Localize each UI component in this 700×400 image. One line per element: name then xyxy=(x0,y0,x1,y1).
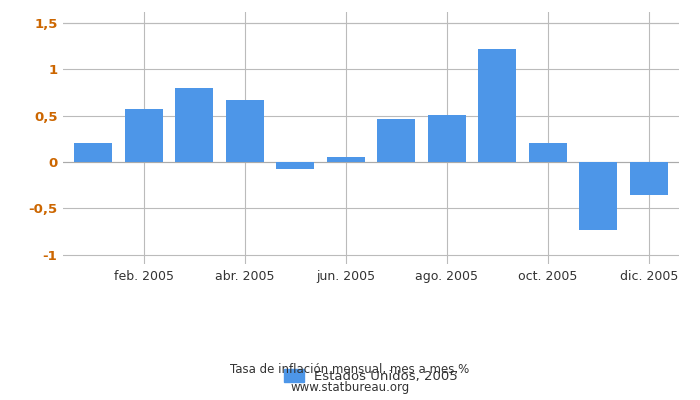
Bar xyxy=(630,162,668,194)
Bar xyxy=(327,158,365,162)
Text: Tasa de inflación mensual, mes a mes,%: Tasa de inflación mensual, mes a mes,% xyxy=(230,364,470,376)
Bar xyxy=(528,143,567,162)
Bar xyxy=(478,49,516,162)
Bar xyxy=(377,118,415,162)
Bar xyxy=(580,162,617,230)
Bar xyxy=(428,115,466,162)
Bar xyxy=(276,162,314,168)
Bar xyxy=(74,143,112,162)
Text: www.statbureau.org: www.statbureau.org xyxy=(290,381,410,394)
Bar xyxy=(125,109,162,162)
Bar xyxy=(226,100,264,162)
Legend: Estados Unidos, 2005: Estados Unidos, 2005 xyxy=(279,364,463,388)
Bar xyxy=(175,88,214,162)
